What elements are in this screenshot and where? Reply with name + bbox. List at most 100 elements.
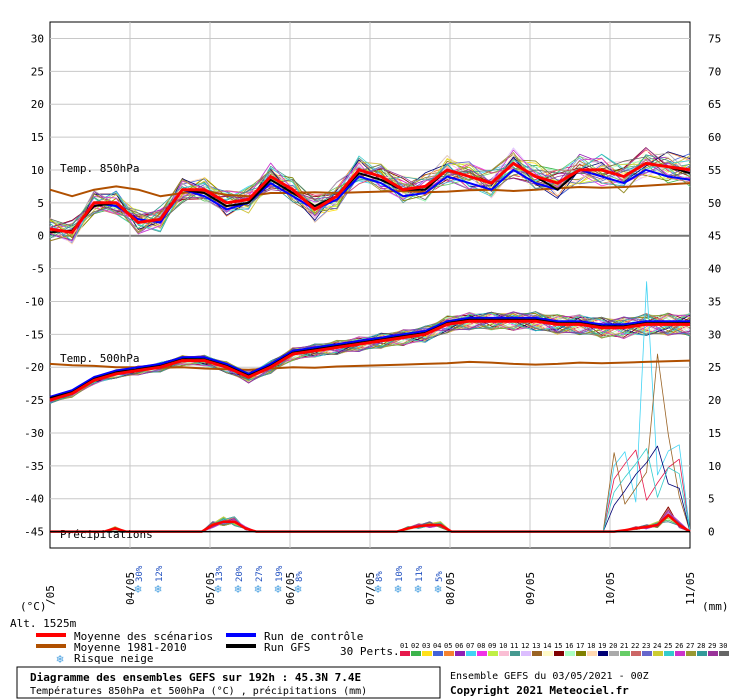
- pert-number: 21: [620, 642, 628, 650]
- pert-line-500: [49, 311, 691, 404]
- legend-label: Moyenne 1981-2010: [74, 641, 187, 654]
- pert-number: 04: [433, 642, 441, 650]
- left-tick-label: -25: [24, 394, 44, 407]
- pert-swatch: [587, 651, 597, 656]
- footer-box: [16, 666, 441, 699]
- snowflake-icon: ❄: [414, 582, 421, 596]
- right-tick-label-precip: 5: [708, 493, 715, 506]
- x-tick-label: 10/05: [604, 572, 617, 605]
- pert-swatch: [708, 651, 718, 656]
- pert-line-850: [49, 153, 691, 242]
- pert-number: 03: [422, 642, 430, 650]
- left-tick-label: 0: [37, 230, 44, 243]
- pert-line-850: [49, 158, 691, 236]
- snowflake-icon: ❄: [214, 582, 221, 596]
- snow-risk-label: 10%: [395, 565, 405, 582]
- snowflake-icon: ❄: [294, 582, 301, 596]
- pert-swatch: [499, 651, 509, 656]
- series-500-0: [49, 319, 690, 402]
- pert-swatch: [521, 651, 531, 656]
- pert-swatch: [609, 651, 619, 656]
- snowflake-icon: ❄: [274, 582, 281, 596]
- x-tick-label: 06/05: [284, 572, 297, 605]
- right-tick-label-precip: 40: [708, 263, 721, 276]
- right-tick-label-t850: 70: [708, 65, 721, 78]
- right-tick-label-precip: 35: [708, 295, 721, 308]
- legend-label: Moyenne des scénarios: [74, 630, 213, 643]
- pert-number: 19: [598, 642, 606, 650]
- perts-label: 30 Perts.: [340, 645, 400, 658]
- pert-number: 30: [719, 642, 727, 650]
- pert-swatch: [620, 651, 630, 656]
- legend-swatch: [226, 644, 256, 648]
- pert-swatch: [477, 651, 487, 656]
- snowflake-icon: ❄: [154, 582, 161, 596]
- series-850-1: [49, 182, 691, 198]
- right-tick-label-t850: 60: [708, 131, 721, 144]
- left-tick-label: 5: [37, 197, 44, 210]
- snowflake-icon: ❄: [56, 652, 63, 666]
- right-tick-label-precip: 30: [708, 328, 721, 341]
- left-tick-label: 15: [31, 131, 44, 144]
- pert-swatch: [664, 651, 674, 656]
- left-tick-label: 10: [31, 164, 44, 177]
- snowflake-icon: ❄: [434, 582, 441, 596]
- pert-line-850: [49, 152, 691, 241]
- right-tick-label-precip: 25: [708, 361, 721, 374]
- pert-swatch: [510, 651, 520, 656]
- pert-swatch: [675, 651, 685, 656]
- pert-number: 08: [477, 642, 485, 650]
- pert-number: 15: [554, 642, 562, 650]
- snow-risk-label: 12%: [155, 565, 165, 582]
- pert-number: 12: [521, 642, 529, 650]
- pert-swatch: [719, 651, 729, 656]
- snow-risk-label: 8%: [295, 571, 305, 582]
- legend-label: Run GFS: [264, 641, 310, 654]
- legend-label: Risque neige: [74, 652, 153, 665]
- snow-risk-label: 13%: [215, 565, 225, 582]
- legend-label: Run de contrôle: [264, 630, 363, 643]
- pert-number: 05: [444, 642, 452, 650]
- legend-swatch: [36, 644, 66, 648]
- right-tick-label-t850: 75: [708, 32, 721, 45]
- snow-risk-label: 8%: [375, 571, 385, 582]
- snowflake-icon: ❄: [394, 582, 401, 596]
- pert-number: 13: [532, 642, 540, 650]
- right-tick-label-t850: 45: [708, 230, 721, 243]
- left-tick-label: -40: [24, 493, 44, 506]
- x-tick-label: /05: [44, 585, 57, 605]
- pert-swatch: [488, 651, 498, 656]
- pert-swatch: [532, 651, 542, 656]
- pert-swatch: [653, 651, 663, 656]
- snow-risk-label: 20%: [235, 565, 245, 582]
- pert-swatch: [411, 651, 421, 656]
- snowflake-icon: ❄: [134, 582, 141, 596]
- x-tick-label: 08/05: [444, 572, 457, 605]
- pert-swatch: [686, 651, 696, 656]
- pert-swatch: [433, 651, 443, 656]
- x-tick-label: 05/05: [204, 572, 217, 605]
- left-tick-label: -15: [24, 328, 44, 341]
- pert-number: 29: [708, 642, 716, 650]
- pert-number: 06: [455, 642, 463, 650]
- pert-line-850: [49, 153, 691, 242]
- pert-number: 18: [587, 642, 595, 650]
- footer-title: Diagramme des ensembles GEFS sur 192h : …: [30, 671, 361, 684]
- pert-line-500: [49, 311, 691, 404]
- snowflake-icon: ❄: [234, 582, 241, 596]
- pert-number: 28: [697, 642, 705, 650]
- pert-number: 25: [664, 642, 672, 650]
- series-850-0: [49, 161, 691, 234]
- snow-risk-label: 27%: [255, 565, 265, 582]
- pert-swatch: [598, 651, 608, 656]
- pert-line-850: [49, 151, 691, 241]
- panel-label-t500: Temp. 500hPa: [60, 352, 139, 365]
- pert-line-850: [49, 155, 691, 237]
- snow-risk-label: 30%: [135, 565, 145, 582]
- pert-number: 26: [675, 642, 683, 650]
- pert-line-850: [49, 155, 691, 237]
- footer-subtitle: Températures 850hPa et 500hPa (°C) , pré…: [30, 685, 367, 697]
- pert-number: 22: [631, 642, 639, 650]
- pert-line-850: [49, 149, 691, 242]
